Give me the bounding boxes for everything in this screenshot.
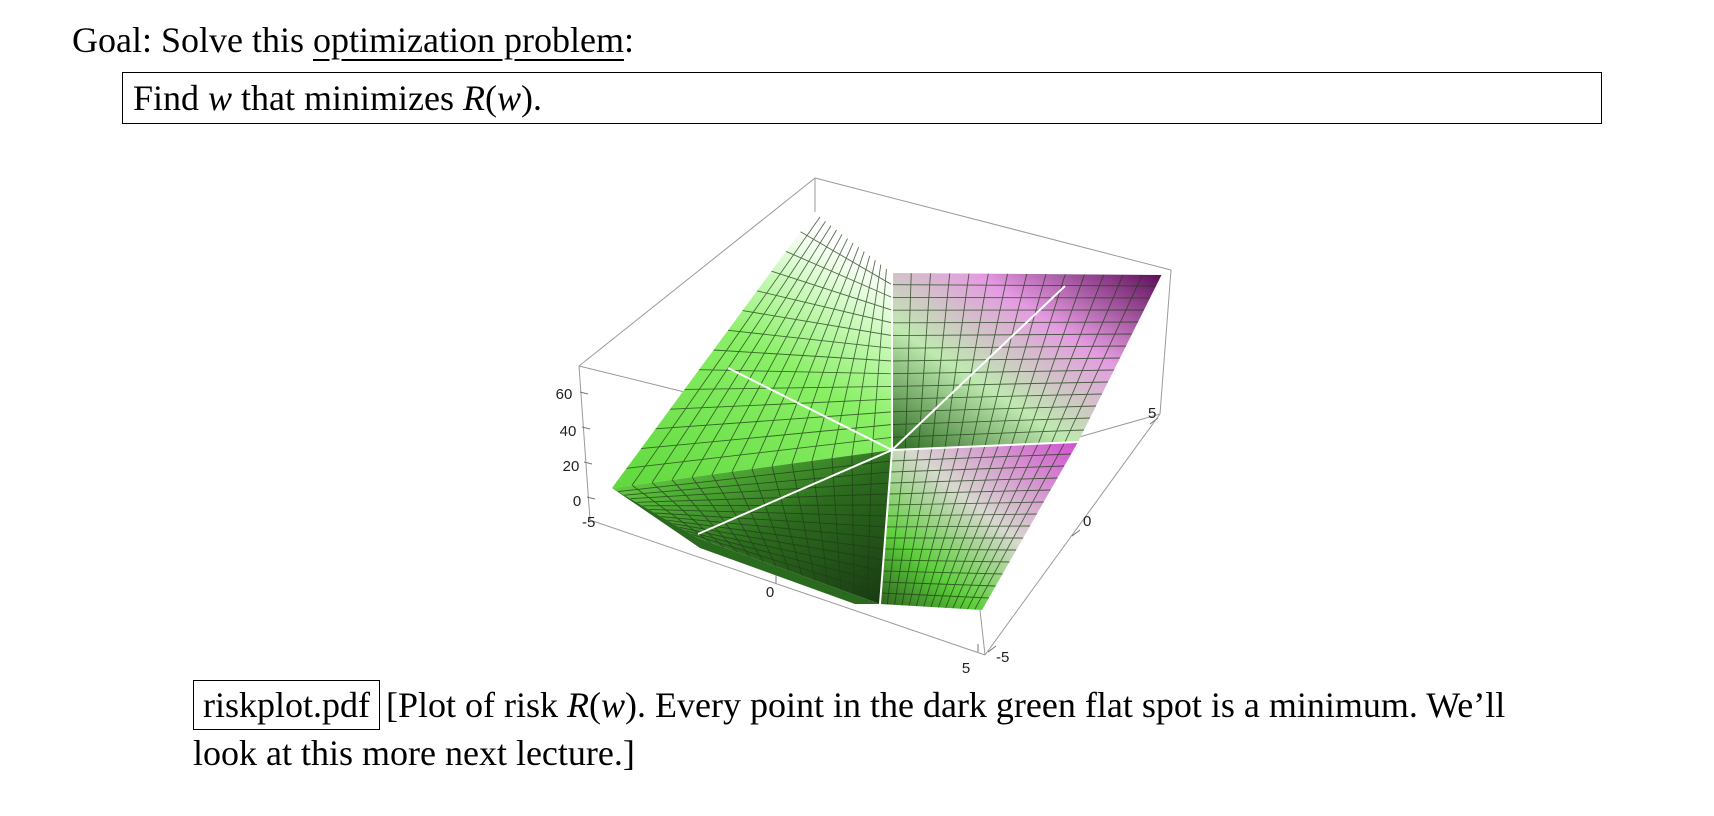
z-tick-40: 40 bbox=[560, 423, 577, 440]
mesh-line bbox=[892, 405, 1097, 413]
mesh-face-3 bbox=[618, 452, 892, 600]
mesh-line bbox=[892, 429, 1085, 438]
mesh-face-1 bbox=[892, 272, 1157, 450]
func-r: R bbox=[463, 78, 486, 118]
mesh-line bbox=[871, 267, 887, 453]
mesh-line bbox=[771, 270, 892, 311]
y-axis-ticks: -5 0 5 bbox=[996, 405, 1156, 666]
arg-w: w bbox=[497, 78, 522, 118]
x-tick-5: 5 bbox=[962, 660, 970, 677]
mesh-line bbox=[800, 231, 892, 286]
mesh-line bbox=[791, 463, 816, 581]
riskplot-file-label: riskplot.pdf bbox=[193, 680, 380, 730]
mesh-line bbox=[811, 460, 829, 586]
caption-paren-open: ( bbox=[589, 685, 602, 725]
plot-box-front bbox=[589, 413, 1161, 656]
mesh-line bbox=[945, 444, 1012, 609]
x-tick-0: 0 bbox=[766, 584, 774, 601]
mesh-line bbox=[831, 259, 876, 459]
y-tick-minus5: -5 bbox=[996, 649, 1009, 666]
tick-marks bbox=[579, 391, 1159, 653]
caption-text-1: [Plot of risk bbox=[386, 685, 568, 725]
x-tick-minus5: -5 bbox=[582, 514, 595, 531]
mesh-line bbox=[831, 458, 842, 590]
mesh-line bbox=[1051, 273, 1124, 444]
mesh-line bbox=[882, 570, 1003, 575]
mesh-line bbox=[654, 512, 887, 528]
problem-statement-box: Find w that minimizes R(w). bbox=[122, 72, 1602, 124]
optimization-problem-link[interactable]: optimization problem bbox=[313, 20, 624, 60]
z-tick-20: 20 bbox=[563, 458, 580, 475]
mesh-line bbox=[892, 381, 1109, 387]
mesh-line bbox=[881, 581, 996, 587]
mesh-line bbox=[937, 445, 999, 608]
goal-suffix: : bbox=[623, 20, 634, 60]
mesh-line bbox=[959, 443, 1039, 609]
that-minimizes-text: that minimizes bbox=[232, 78, 464, 118]
mesh-line bbox=[785, 251, 892, 298]
mesh-line bbox=[1064, 273, 1144, 443]
x-axis-ticks: -5 0 5 bbox=[582, 514, 970, 677]
mesh-line bbox=[880, 592, 989, 599]
mesh-line bbox=[756, 290, 892, 324]
mesh-line bbox=[685, 530, 882, 583]
mesh-line bbox=[811, 254, 871, 461]
caption-func-r: R bbox=[567, 685, 590, 725]
mesh-line bbox=[883, 559, 1010, 563]
y-tick-0: 0 bbox=[1083, 513, 1091, 530]
mesh-line bbox=[885, 525, 1031, 528]
mesh-line bbox=[667, 519, 885, 550]
mesh-line bbox=[1011, 273, 1067, 445]
mesh-line bbox=[751, 241, 854, 470]
mesh-line bbox=[691, 533, 881, 594]
caption-text-2: ). Every point in the dark green flat sp… bbox=[193, 685, 1506, 773]
mesh-face-0 bbox=[626, 216, 892, 486]
caption-arg-w: w bbox=[601, 685, 626, 725]
mesh-line bbox=[1024, 273, 1086, 445]
mesh-line bbox=[892, 357, 1121, 362]
surface-mesh bbox=[618, 216, 1157, 610]
mesh-line bbox=[892, 369, 1115, 375]
z-tick-60: 60 bbox=[556, 386, 573, 403]
mesh-line bbox=[997, 273, 1047, 446]
mesh-line bbox=[1037, 273, 1105, 444]
mesh-line bbox=[679, 526, 883, 572]
mesh-line bbox=[892, 417, 1091, 426]
mesh-line bbox=[791, 250, 865, 464]
mesh-line bbox=[892, 393, 1103, 400]
mesh-line bbox=[727, 329, 892, 349]
mesh-face-2 bbox=[880, 442, 1072, 610]
paren-open: ( bbox=[485, 78, 498, 118]
mesh-line bbox=[866, 452, 873, 600]
mesh-line bbox=[952, 444, 1026, 609]
mesh-line bbox=[851, 263, 882, 456]
mesh-line bbox=[884, 548, 1017, 551]
paren-close: ). bbox=[521, 78, 543, 118]
figure-caption: riskplot.pdf [Plot of risk R(w). Every po… bbox=[193, 680, 1573, 776]
find-text: Find bbox=[133, 78, 209, 118]
goal-line: Goal: Solve this optimization problem: bbox=[72, 14, 634, 66]
goal-prefix: Goal: Solve this bbox=[72, 20, 313, 60]
z-tick-0: 0 bbox=[573, 493, 581, 510]
mesh-line bbox=[974, 442, 1066, 610]
surface-creases bbox=[697, 211, 1163, 605]
mesh-line bbox=[771, 466, 803, 576]
mesh-line bbox=[851, 455, 855, 595]
y-tick-5: 5 bbox=[1148, 405, 1156, 422]
z-axis-ticks: 60 40 20 0 bbox=[556, 386, 582, 510]
var-w: w bbox=[208, 78, 233, 118]
mesh-line bbox=[661, 516, 886, 539]
mesh-line bbox=[742, 310, 892, 337]
mesh-line bbox=[967, 442, 1052, 610]
mesh-line bbox=[771, 246, 860, 467]
